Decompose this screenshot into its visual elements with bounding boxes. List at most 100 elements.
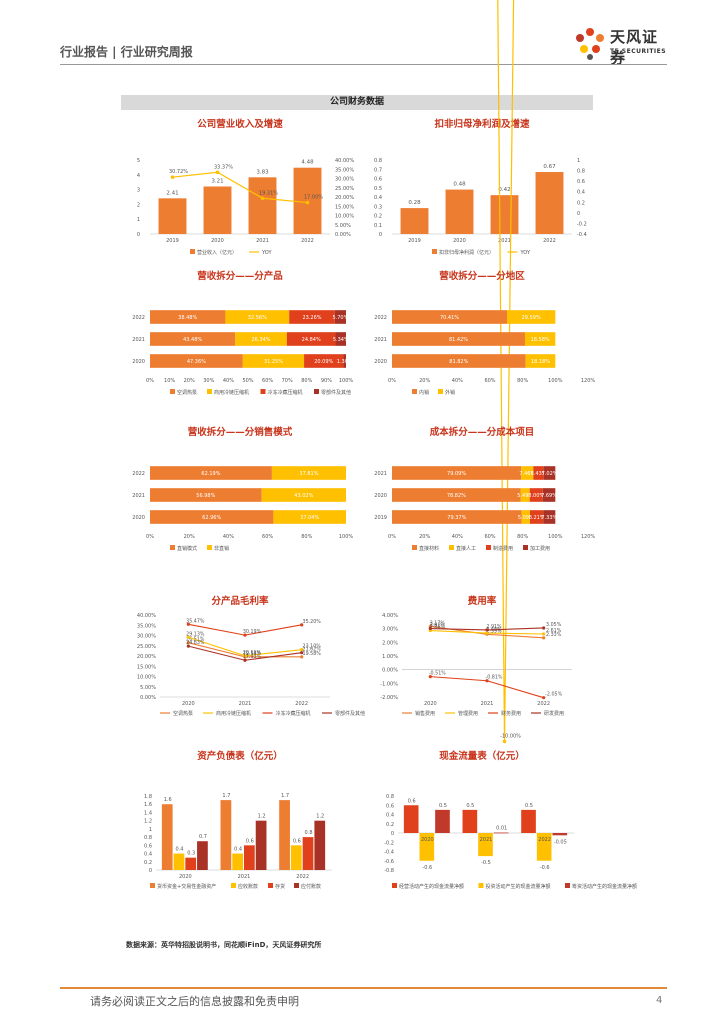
y-category: 2021 [132,493,145,499]
yoy-line [172,171,308,204]
bar-label: 0.6 [293,838,301,844]
y-tick-right: 0.4 [577,190,585,196]
page-header: 行业报告 | 行业研究周报 天风证券 TF SECURITIES [0,0,724,70]
yoy-label: -10.00% [500,733,521,739]
y-tick: 1.8 [144,794,152,800]
y-tick: 40.00% [137,613,156,619]
legend-label: 内销 [419,389,429,396]
x-tick: 2020 [453,238,466,244]
bar [478,833,493,857]
bar [255,820,267,870]
stack-segment [392,488,521,502]
bar-label: 0.28 [408,200,421,206]
legend-label: 营业收入（亿元） [197,249,237,256]
x-tick: 0% [388,534,396,540]
x-tick: 60% [484,378,495,384]
y-tick-right: 10.00% [335,214,354,220]
segment-label: 37.81% [299,471,318,477]
stack-segment [392,510,522,524]
y-tick: 0.4 [386,813,394,819]
x-tick: 2022 [543,238,556,244]
yoy-point [502,739,507,744]
x-tick: 2021 [239,701,252,707]
point-label: 3.05% [546,622,562,628]
x-tick: 80% [301,378,312,384]
stack-segment [521,510,530,524]
segment-label: 18.58% [531,337,550,343]
bar-label: 1.7 [281,793,289,799]
y-tick-left: 0 [379,232,382,238]
x-tick: 2021 [256,238,269,244]
legend-swatch [412,389,417,394]
bar-label: -0.05 [554,839,567,845]
x-tick: 50% [242,378,253,384]
x-tick: 2020 [179,874,192,880]
legend-label: 非直销 [214,545,229,552]
chart-title: 分产品毛利率 [211,596,269,607]
y-tick-left: 0.7 [374,167,382,173]
y-tick-left: 0 [137,232,140,238]
point-label: 30.19% [243,629,262,635]
chart-revenue: 公司营业收入及增速 0 1 2 3 4 5 0.00% 5.00% 10.00% 15.00% 20.… [120,116,360,266]
chart-expense-ratio: 费用率 -2.00% -1.00% 0.00% 1.00% 2.00% 3.00% 4.00%… [362,593,602,723]
point-label: 23.10% [303,644,322,650]
bar [248,177,277,234]
chart-canvas: 0 1 2 3 4 5 0.00% 5.00% 10.00% 15.00% 20.00% 25.00%… [137,158,355,256]
legend-label: 加工费用 [530,545,550,552]
y-tick-right: 35.00% [335,167,354,173]
bar-label: 3.21 [211,178,223,184]
bar-label: 0.8 [305,830,313,836]
legend-label: 直接人工 [456,545,476,552]
disclaimer: 请务必阅读正文之后的信息披露和免责申明 [90,995,299,1008]
bar-label: 0.67 [543,164,556,170]
yoy-point [170,175,175,179]
x-tick: 40% [223,534,234,540]
legend-label: 直销模式 [177,545,197,552]
bar [400,208,429,234]
stack-segment [507,310,556,324]
bar-label: 0.42 [498,187,510,193]
y-category: 2020 [132,359,145,365]
y-tick: 1 [149,827,152,833]
yoy-label: 19.31% [259,190,278,196]
x-tick: 100% [548,534,563,540]
segment-label: 23.26% [302,315,321,321]
legend-swatch [170,389,175,394]
stack-segment [286,332,336,346]
point-label: 17.93% [243,654,262,660]
chart-title: 扣非归母净利润及增速 [434,119,530,130]
bar [462,809,478,833]
stack-segment [529,488,543,502]
bar [445,189,474,234]
series-point [186,644,190,648]
stack-segment [271,466,346,480]
stack-segment [261,488,346,502]
y-tick: 0.6 [144,843,152,849]
bar-label: 1.7 [222,793,230,799]
segment-label: 37.04% [300,515,319,521]
bar-label: 0.7 [199,834,207,840]
legend-label: 筹资活动产生的现金流量净额 [572,883,637,890]
segment-label: 43.02% [294,493,313,499]
segment-label: 7.02% [542,471,558,477]
y-tick-left: 0.3 [374,204,382,210]
stack-segment [150,510,274,524]
series-point [243,633,247,637]
y-tick: 5.00% [140,685,156,691]
series-point [542,626,546,630]
bar-label: 3.83 [256,169,269,175]
bar-label: 0.4 [175,847,183,853]
legend-label: 应收账款 [238,883,258,890]
footer-divider [60,987,667,989]
legend-label: 空调热泵 [173,710,193,717]
series-point [300,648,304,652]
logo-name-en: TF SECURITIES [610,48,667,55]
point-label: 2.59% [486,628,502,634]
bar [521,809,536,833]
stack-segment [525,354,556,368]
data-source: 数据来源：英华特招股说明书，同花顺iFinD，天风证券研究所 [126,941,322,949]
bar-label: -0.6 [540,865,550,871]
point-label: 19.58% [303,651,322,657]
y-tick-right: 15.00% [335,204,354,210]
series-point [300,623,304,627]
